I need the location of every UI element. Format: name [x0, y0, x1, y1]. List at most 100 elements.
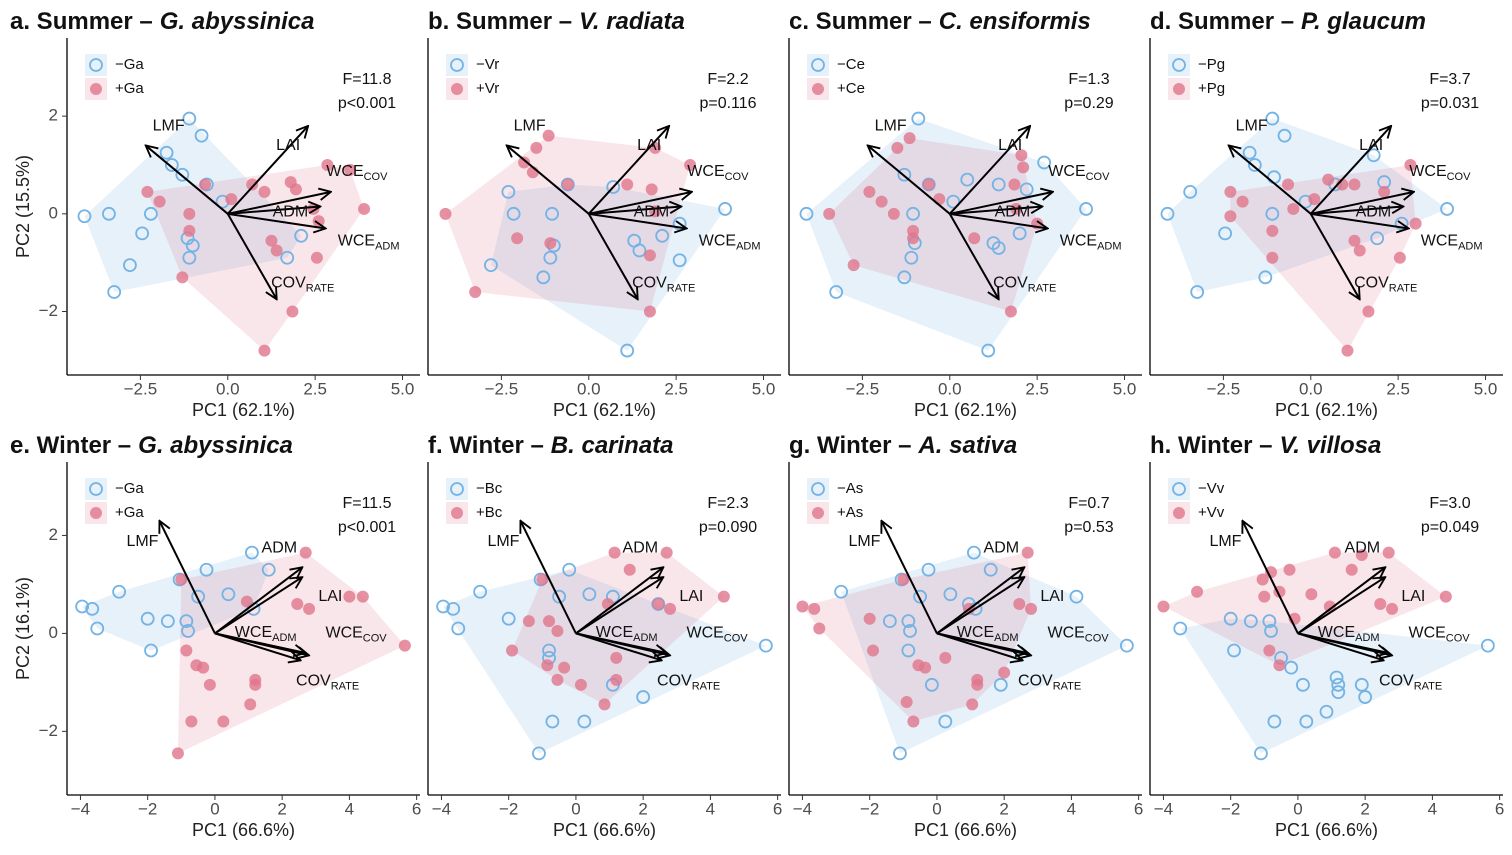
- loading-name: COV: [1018, 673, 1053, 690]
- legend-symbol: [811, 58, 825, 72]
- point: [1265, 206, 1280, 221]
- point: [446, 602, 461, 616]
- point: [135, 226, 150, 241]
- loading-arrow: [881, 521, 938, 634]
- point: [939, 651, 952, 664]
- point: [182, 250, 197, 265]
- point: [1393, 251, 1406, 264]
- point: [893, 746, 907, 761]
- point: [321, 158, 334, 171]
- loading-arrow: [507, 145, 590, 215]
- legend-key: [1168, 54, 1190, 76]
- x-tick-label: 5.0: [1113, 379, 1137, 398]
- loading-label: ADM: [995, 204, 1031, 221]
- point: [1190, 285, 1205, 299]
- loading-name: LAI: [998, 137, 1022, 154]
- loading-name: LMF: [126, 533, 158, 550]
- point: [221, 587, 236, 602]
- legend-symbol: [451, 83, 463, 95]
- point: [307, 202, 320, 215]
- loading-label: WCECOV: [1048, 163, 1110, 183]
- y-tick-label: −2: [39, 721, 58, 740]
- point: [1287, 202, 1300, 215]
- loading-arrow: [159, 521, 216, 634]
- panel-title: e. Winter – G. abyssinica: [10, 432, 293, 459]
- point: [1331, 685, 1346, 700]
- title-text: g. Winter –: [789, 432, 911, 459]
- loading-arrow: [520, 521, 577, 634]
- point: [834, 584, 849, 599]
- point: [511, 232, 524, 245]
- point: [621, 178, 634, 191]
- x-tick-label: 0: [210, 799, 219, 818]
- point: [102, 206, 116, 221]
- point: [1258, 590, 1271, 603]
- point: [1160, 206, 1175, 221]
- loading-arrow: [227, 212, 326, 229]
- point: [967, 545, 981, 560]
- loading-subscript: COV: [1086, 171, 1111, 183]
- legend-label: −Ga: [115, 56, 144, 73]
- point: [344, 163, 357, 176]
- legend-label: +Pg: [1198, 80, 1225, 97]
- y-tick-label: −2: [39, 301, 58, 320]
- loading-name: ADM: [623, 540, 659, 557]
- loading-label: WCECOV: [1409, 163, 1471, 183]
- loading-arrow: [588, 207, 682, 215]
- legend-label: −As: [837, 480, 863, 497]
- point: [518, 156, 531, 169]
- x-tick-label: 2: [638, 799, 647, 818]
- point: [185, 238, 200, 253]
- loading-label: LAI: [318, 588, 342, 605]
- point: [891, 141, 904, 154]
- loading-name: WCE: [596, 624, 633, 641]
- title-text: a. Summer –: [10, 8, 153, 35]
- legend-label: +As: [837, 504, 863, 521]
- legend-label: −Vr: [476, 56, 499, 73]
- title-species: C. ensiformis: [939, 8, 1091, 35]
- y-tick-label: 0: [49, 623, 58, 642]
- loading-label: WCECOV: [1408, 625, 1470, 645]
- point: [501, 611, 516, 626]
- x-tick-label: 2.5: [664, 379, 688, 398]
- loading-label: ADM: [262, 540, 298, 557]
- point: [796, 600, 809, 613]
- point: [203, 678, 216, 691]
- loading-label: WCEADM: [1318, 624, 1380, 644]
- y-tick-label: 2: [49, 106, 58, 125]
- point: [77, 209, 92, 224]
- point: [1243, 614, 1258, 629]
- loading-label: ADM: [273, 204, 309, 221]
- point: [294, 228, 309, 243]
- loading-label: COVRATE: [296, 673, 359, 693]
- point: [270, 244, 283, 257]
- legend-label: +Bc: [476, 504, 503, 521]
- loading-arrow: [214, 632, 301, 660]
- group-hull: [829, 138, 1038, 312]
- x-tick-label: 2.5: [1386, 379, 1410, 398]
- point: [887, 207, 900, 220]
- legend-key: [807, 478, 829, 500]
- point: [919, 661, 932, 674]
- point: [159, 145, 174, 160]
- point: [356, 590, 369, 603]
- loading-label: WCECOV: [1047, 625, 1109, 645]
- loading-arrow: [949, 207, 1043, 215]
- loading-label: WCECOV: [687, 163, 749, 183]
- point: [439, 207, 452, 220]
- loading-name: WCE: [1047, 625, 1084, 642]
- loading-subscript: ADM: [633, 632, 657, 644]
- x-tick-label: 6: [1495, 799, 1504, 818]
- point: [933, 193, 946, 206]
- stat-f: F=0.7: [1068, 495, 1109, 512]
- stat-p: p=0.53: [1064, 519, 1113, 536]
- point: [863, 612, 876, 625]
- point: [1282, 178, 1295, 191]
- point: [176, 271, 189, 284]
- point: [194, 128, 209, 143]
- stat-f: F=11.5: [342, 495, 391, 512]
- point: [246, 178, 259, 191]
- legend-symbol: [1172, 58, 1186, 72]
- point: [1265, 111, 1280, 126]
- point: [643, 305, 656, 318]
